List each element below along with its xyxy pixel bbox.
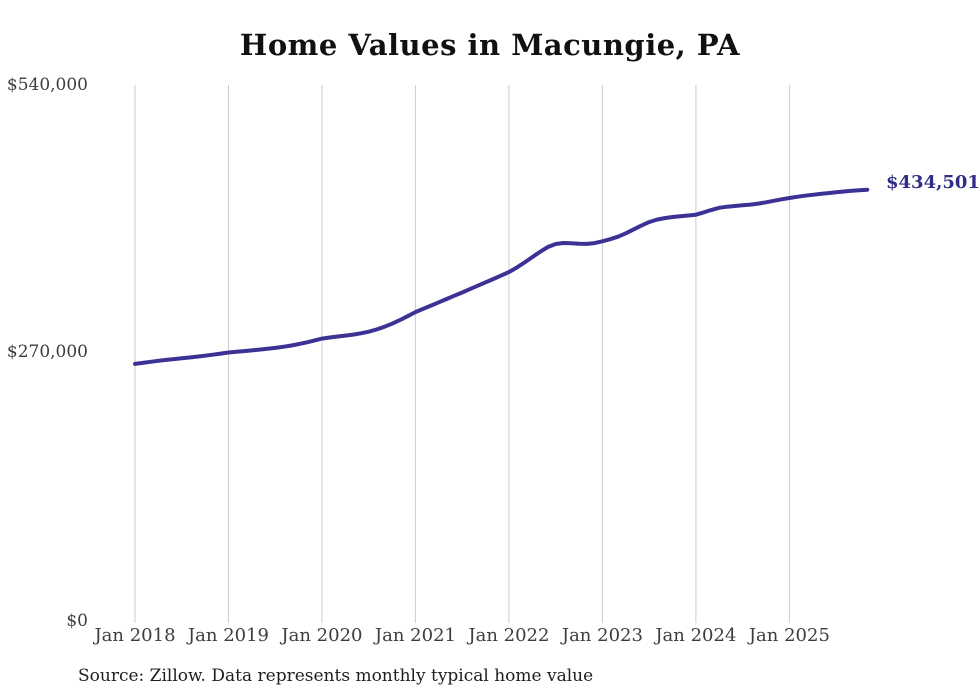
- x-axis-tick-jan-2020: Jan 2020: [281, 625, 363, 646]
- x-axis-tick-jan-2022: Jan 2022: [468, 625, 550, 646]
- y-axis-tick-540000: $540,000: [6, 75, 88, 95]
- x-axis-tick-jan-2018: Jan 2018: [94, 625, 176, 646]
- chart-title: Home Values in Macungie, PA: [239, 28, 741, 62]
- x-axis-tick-jan-2025: Jan 2025: [748, 625, 830, 646]
- y-axis-tick-0: $0: [66, 611, 88, 631]
- x-axis-tick-jan-2019: Jan 2019: [187, 625, 270, 646]
- x-axis-tick-jan-2023: Jan 2023: [561, 625, 643, 646]
- x-axis-tick-jan-2024: Jan 2024: [655, 625, 737, 646]
- x-axis-tick-jan-2021: Jan 2021: [374, 625, 456, 646]
- home-value-line: [133, 187, 870, 366]
- y-axis-tick-270000: $270,000: [6, 342, 88, 362]
- source-note: Source: Zillow. Data represents monthly …: [78, 666, 594, 686]
- latest-value-label: $434,501: [886, 172, 980, 193]
